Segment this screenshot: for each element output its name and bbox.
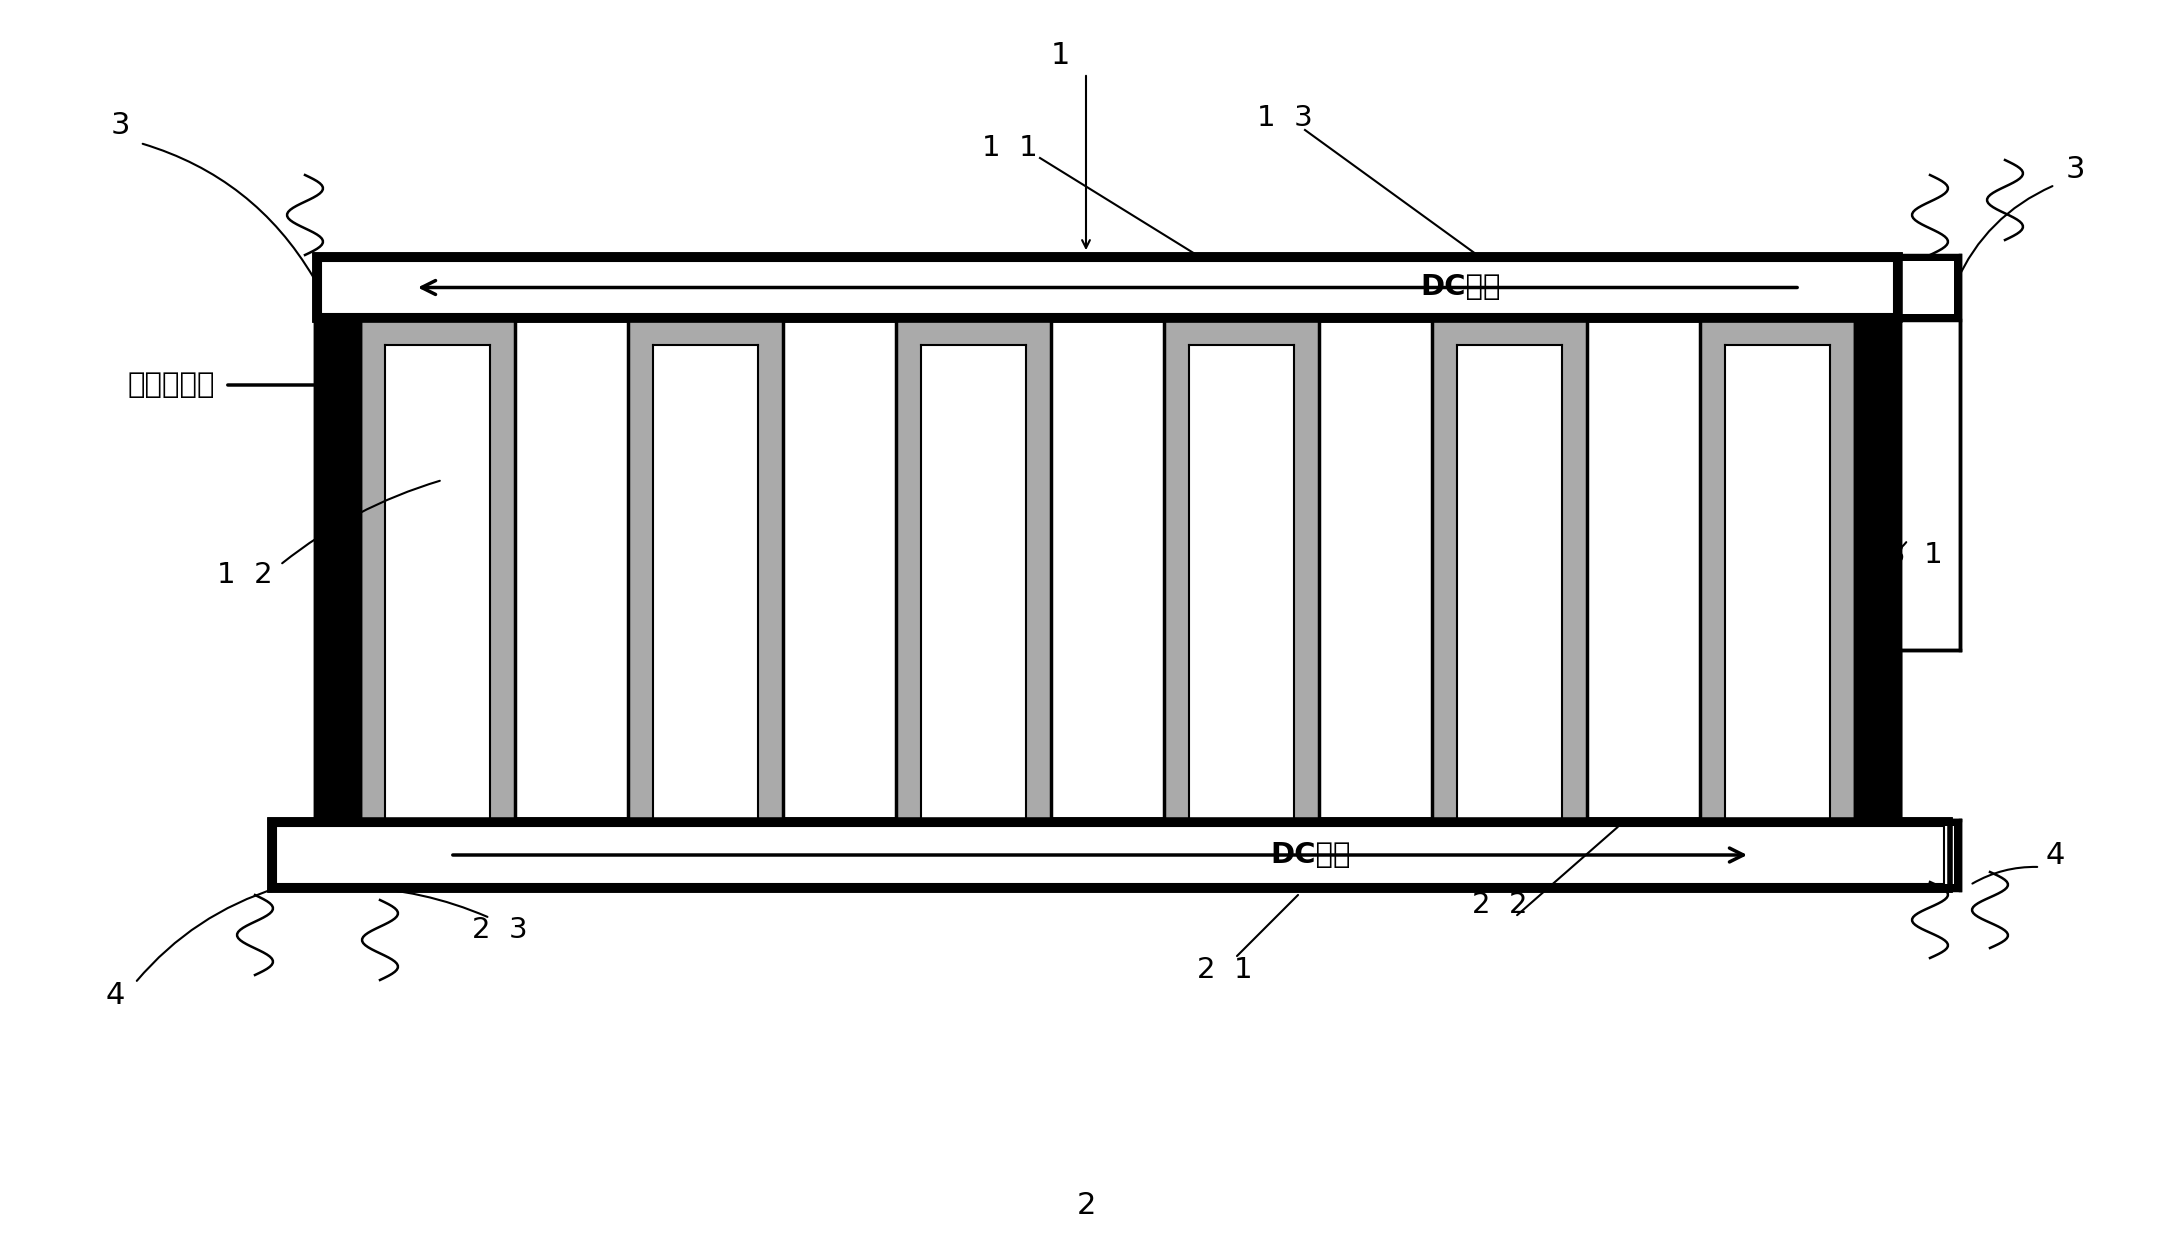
Bar — [921, 346, 1026, 820]
Text: 4: 4 — [104, 980, 124, 1009]
Text: 2: 2 — [1076, 1191, 1095, 1219]
Text: DC电流: DC电流 — [1269, 841, 1349, 869]
Bar — [628, 321, 782, 820]
Text: 3: 3 — [2064, 155, 2084, 184]
Bar — [385, 346, 489, 820]
Bar — [1906, 826, 1954, 884]
Bar — [1899, 260, 1954, 314]
Bar — [1189, 346, 1293, 820]
Text: 3: 3 — [111, 110, 130, 139]
Text: 1  3: 1 3 — [1258, 104, 1312, 131]
Bar — [1899, 255, 1960, 321]
Text: 2  2: 2 2 — [1473, 891, 1528, 919]
Bar — [322, 260, 1895, 314]
Bar — [895, 321, 1052, 820]
Text: 3  1: 3 1 — [1886, 541, 1943, 568]
Text: 2  1: 2 1 — [1197, 957, 1254, 984]
Bar — [269, 820, 1949, 890]
Bar — [315, 321, 361, 820]
Bar — [1165, 321, 1319, 820]
Text: DC电流: DC电流 — [1419, 273, 1502, 302]
Text: 高频电磁波: 高频电磁波 — [128, 371, 215, 399]
Text: 1  1: 1 1 — [982, 134, 1039, 162]
Bar — [1432, 321, 1586, 820]
Text: 4: 4 — [2045, 840, 2064, 869]
Bar — [276, 826, 1945, 884]
Bar — [361, 321, 1856, 820]
Bar — [1899, 820, 1960, 890]
Bar — [1856, 321, 1899, 820]
Bar — [269, 820, 1949, 890]
Text: 1  2: 1 2 — [217, 561, 274, 588]
Bar — [276, 826, 1945, 884]
Bar — [1458, 346, 1562, 820]
Bar — [361, 321, 515, 820]
Text: 2  3: 2 3 — [472, 916, 528, 944]
Bar — [1856, 321, 1899, 820]
Bar — [322, 260, 1895, 314]
Bar — [1899, 321, 1960, 650]
Bar — [315, 255, 1899, 321]
Bar — [315, 321, 361, 820]
Bar — [315, 255, 1899, 321]
Bar — [1725, 346, 1830, 820]
Bar — [1699, 321, 1856, 820]
Text: 1: 1 — [1050, 40, 1069, 70]
Bar — [654, 346, 758, 820]
